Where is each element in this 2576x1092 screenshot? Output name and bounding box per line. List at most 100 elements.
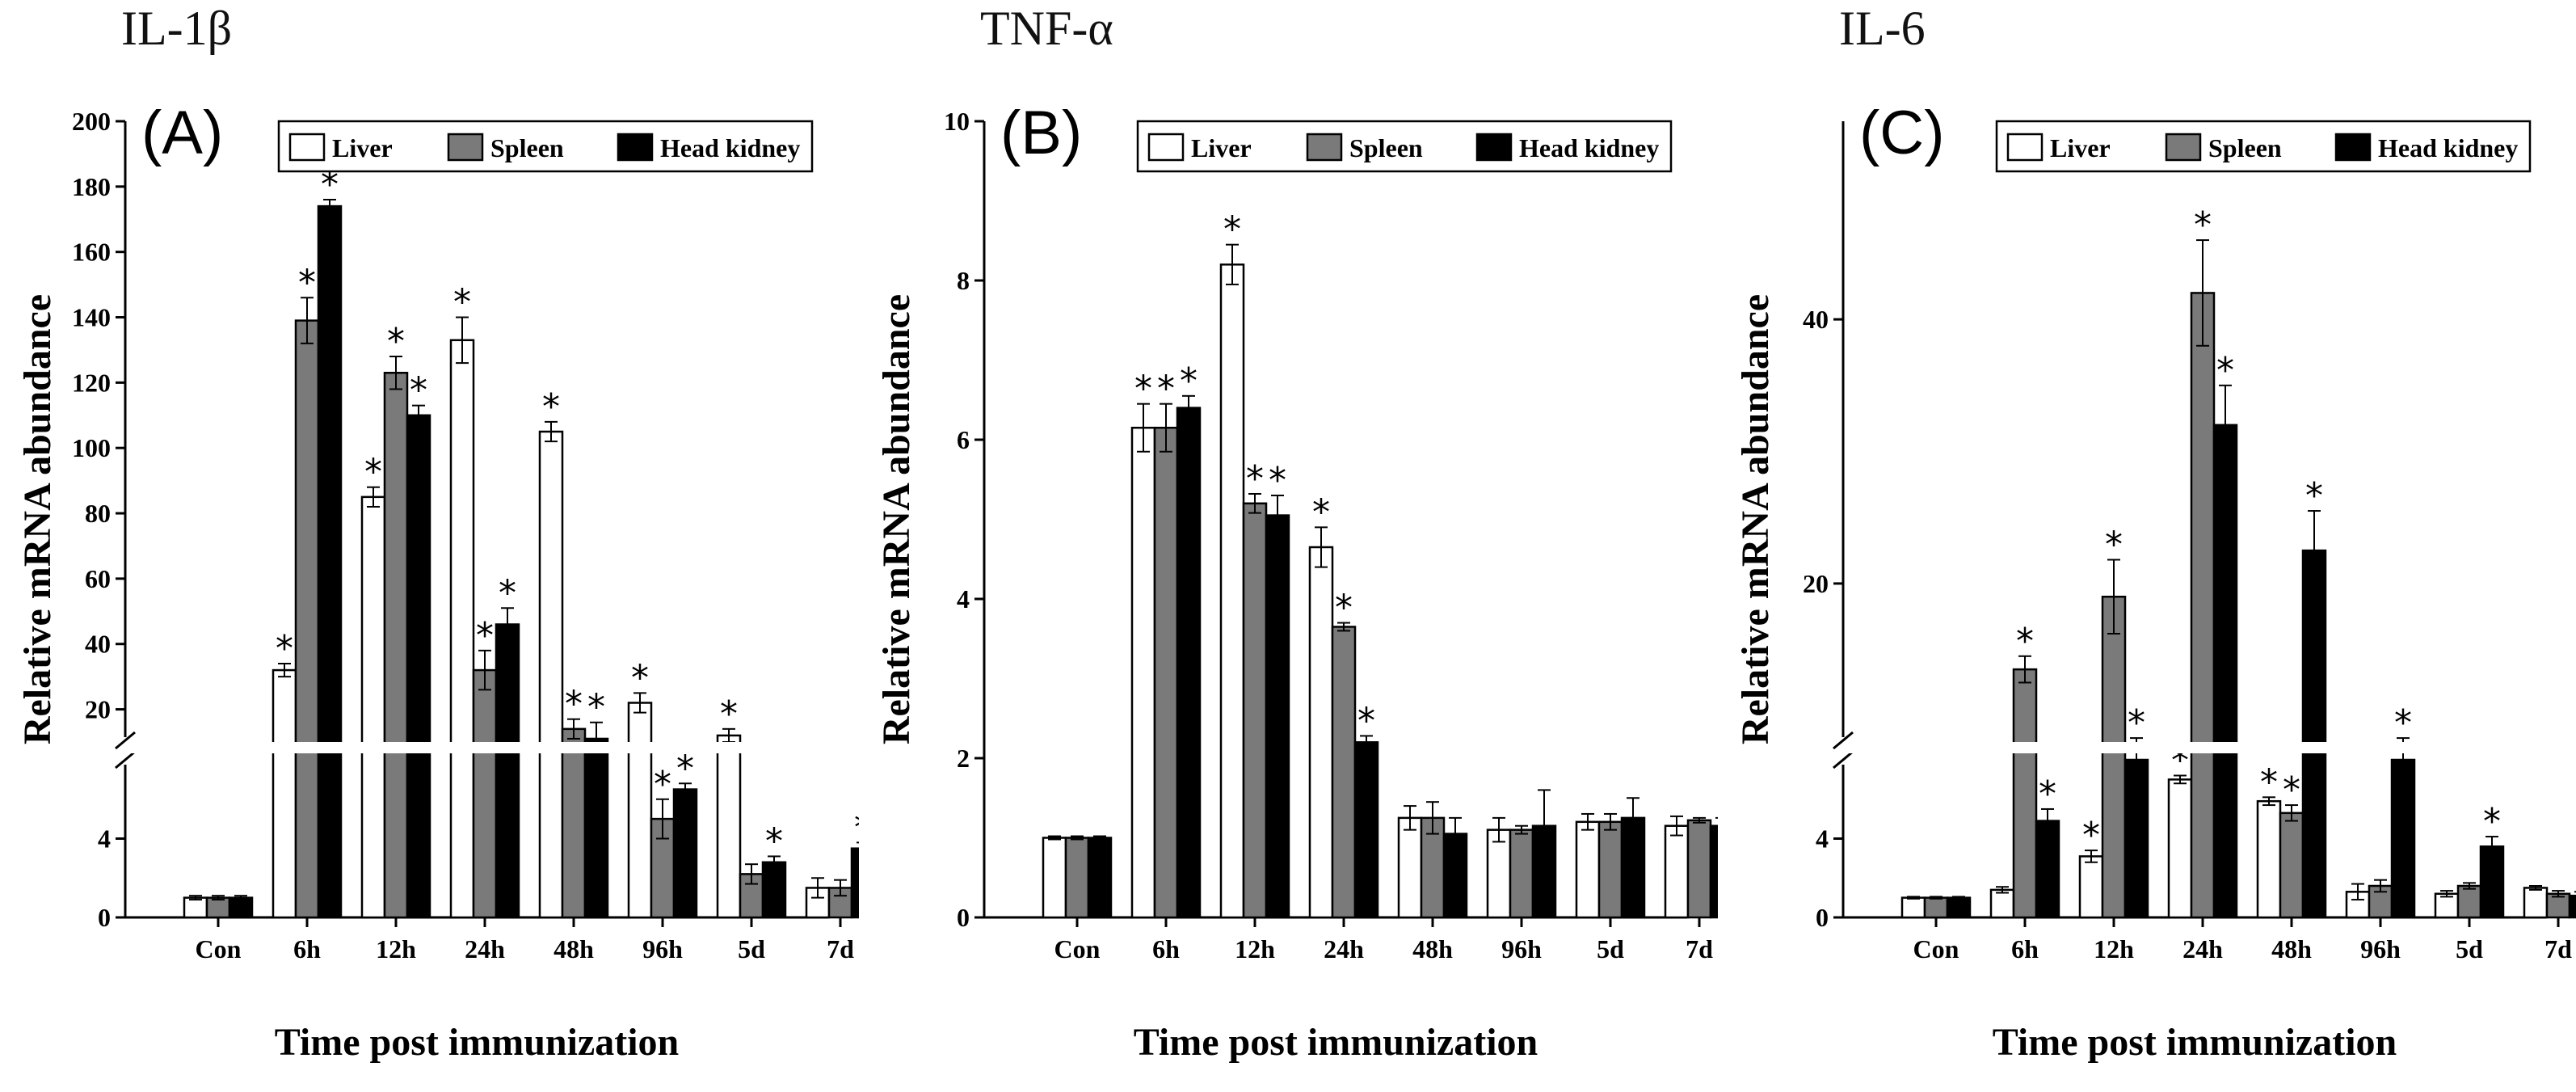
legend-label: Head kidney: [1519, 133, 1659, 162]
break-band: [1846, 742, 2549, 753]
bar-spleen: [2012, 668, 2038, 919]
significance-star: *: [542, 386, 560, 428]
bar-liver: [2167, 778, 2193, 919]
bar-head-kidney: [317, 204, 343, 919]
significance-star: *: [631, 657, 649, 698]
significance-star: *: [364, 452, 382, 493]
bar-spleen: [1064, 837, 1090, 919]
significance-star: *: [1246, 458, 1264, 500]
bar-spleen: [294, 319, 320, 919]
bar-head-kidney: [495, 623, 520, 919]
significance-star: *: [765, 820, 783, 862]
significance-star: *: [1180, 360, 1198, 402]
y-tick-label: 120: [72, 368, 111, 397]
panel-c-il6: IL-6 (C) 0 4 20 40 Con 6h * * 12h * * * 24h * * * 48h * * * 96…: [1718, 0, 2576, 1092]
significance-star: *: [1223, 209, 1241, 251]
bar-liver: [627, 702, 653, 919]
y-tick-label: 4: [957, 584, 970, 613]
bar-spleen: [1331, 626, 1357, 919]
gene-title: TNF-α: [980, 2, 1113, 55]
x-tick-label: 96h: [1501, 934, 1542, 963]
significance-star: *: [476, 615, 494, 656]
legend: Liver Spleen Head kidney: [1995, 120, 2532, 173]
significance-star: *: [2082, 815, 2100, 856]
bar-liver: [2434, 892, 2460, 919]
y-tick-label: 20: [85, 695, 111, 724]
bar-liver: [1308, 546, 1334, 919]
significance-star: *: [2283, 769, 2300, 811]
legend-label: Spleen: [1349, 133, 1423, 162]
y-axis-title: Relative mRNA abundance: [16, 294, 59, 744]
y-tick-label: 0: [957, 903, 970, 932]
bar-spleen: [1923, 896, 1949, 919]
bar-head-kidney: [2568, 894, 2576, 919]
y-tick-label: 20: [1803, 569, 1829, 598]
y-axis-title: Relative mRNA abundance: [875, 294, 918, 744]
x-axis-title: Time post immunization: [1134, 1021, 1538, 1064]
x-tick-label: Con: [196, 934, 242, 963]
bar-spleen: [472, 668, 498, 919]
significance-star: *: [2305, 475, 2323, 516]
y-tick-label: 0: [1816, 903, 1829, 932]
significance-star: *: [276, 628, 293, 669]
bar-head-kidney: [2212, 424, 2238, 919]
legend-label: Liver: [1191, 133, 1252, 162]
significance-star: *: [587, 687, 605, 728]
significance-star: *: [2394, 702, 2412, 744]
axis-break-mark: [115, 731, 136, 750]
y-tick-label: 200: [72, 107, 111, 136]
axis-break-mark: [115, 750, 136, 769]
x-tick-label: 24h: [2182, 934, 2223, 963]
y-tick-label: 40: [1803, 305, 1829, 334]
panel-a-il1b: IL-1β (A) 0 4 20 40 60 80 100 120 140 160 180 200 Con 6…: [0, 0, 859, 1092]
bar-spleen: [1597, 820, 1623, 919]
legend-box: [1136, 120, 1673, 173]
bar-spleen: [383, 371, 409, 919]
bar-head-kidney: [761, 861, 787, 919]
significance-star: *: [2216, 350, 2234, 391]
bar-head-kidney: [1946, 896, 1972, 919]
x-tick-label: Con: [1054, 934, 1101, 963]
bar-liver: [360, 495, 386, 919]
y-tick-label: 4: [98, 824, 111, 854]
legend-label: Head kidney: [660, 133, 800, 162]
legend-swatch: [2334, 133, 2372, 162]
y-tick-label: 180: [72, 172, 111, 201]
legend-swatch: [1147, 133, 1185, 162]
x-tick-label: 5d: [2456, 934, 2483, 963]
legend-swatch: [288, 133, 326, 162]
bar-liver: [1900, 896, 1926, 919]
significance-star: *: [2105, 525, 2123, 566]
bar-spleen: [1153, 426, 1179, 919]
bar-spleen: [1686, 819, 1712, 919]
significance-star: *: [854, 807, 859, 848]
panel-letter: (B): [1000, 99, 1082, 167]
legend: Liver Spleen Head kidney: [1136, 120, 1673, 173]
bar-head-kidney: [672, 788, 698, 919]
legend: Liver Spleen Head kidney: [277, 120, 814, 173]
legend-box: [277, 120, 814, 173]
legend-swatch: [617, 133, 654, 162]
y-tick-label: 160: [72, 238, 111, 267]
bar-spleen: [2190, 292, 2216, 919]
significance-star: *: [321, 164, 339, 205]
bar-spleen: [561, 727, 587, 919]
x-tick-label: 24h: [465, 934, 505, 963]
x-tick-label: 96h: [2360, 934, 2401, 963]
gene-title: IL-6: [1839, 2, 1926, 55]
significance-star: *: [1357, 700, 1375, 741]
legend-swatch: [447, 133, 484, 162]
x-tick-label: Con: [1913, 934, 1959, 963]
bar-head-kidney: [2124, 758, 2149, 919]
x-tick-label: 6h: [293, 934, 321, 963]
legend-swatch: [2165, 133, 2202, 162]
chart-svg: IL-1β (A) 0 4 20 40 60 80 100 120 140 160 180 200 Con 6…: [16, 2, 859, 1064]
bar-spleen: [205, 896, 231, 919]
significance-star: *: [410, 370, 427, 411]
x-axis-title: Time post immunization: [1993, 1021, 2397, 1064]
bar-liver: [1575, 820, 1601, 919]
bar-liver: [1486, 828, 1512, 919]
bar-liver: [2523, 887, 2549, 919]
bar-spleen: [1509, 828, 1534, 919]
